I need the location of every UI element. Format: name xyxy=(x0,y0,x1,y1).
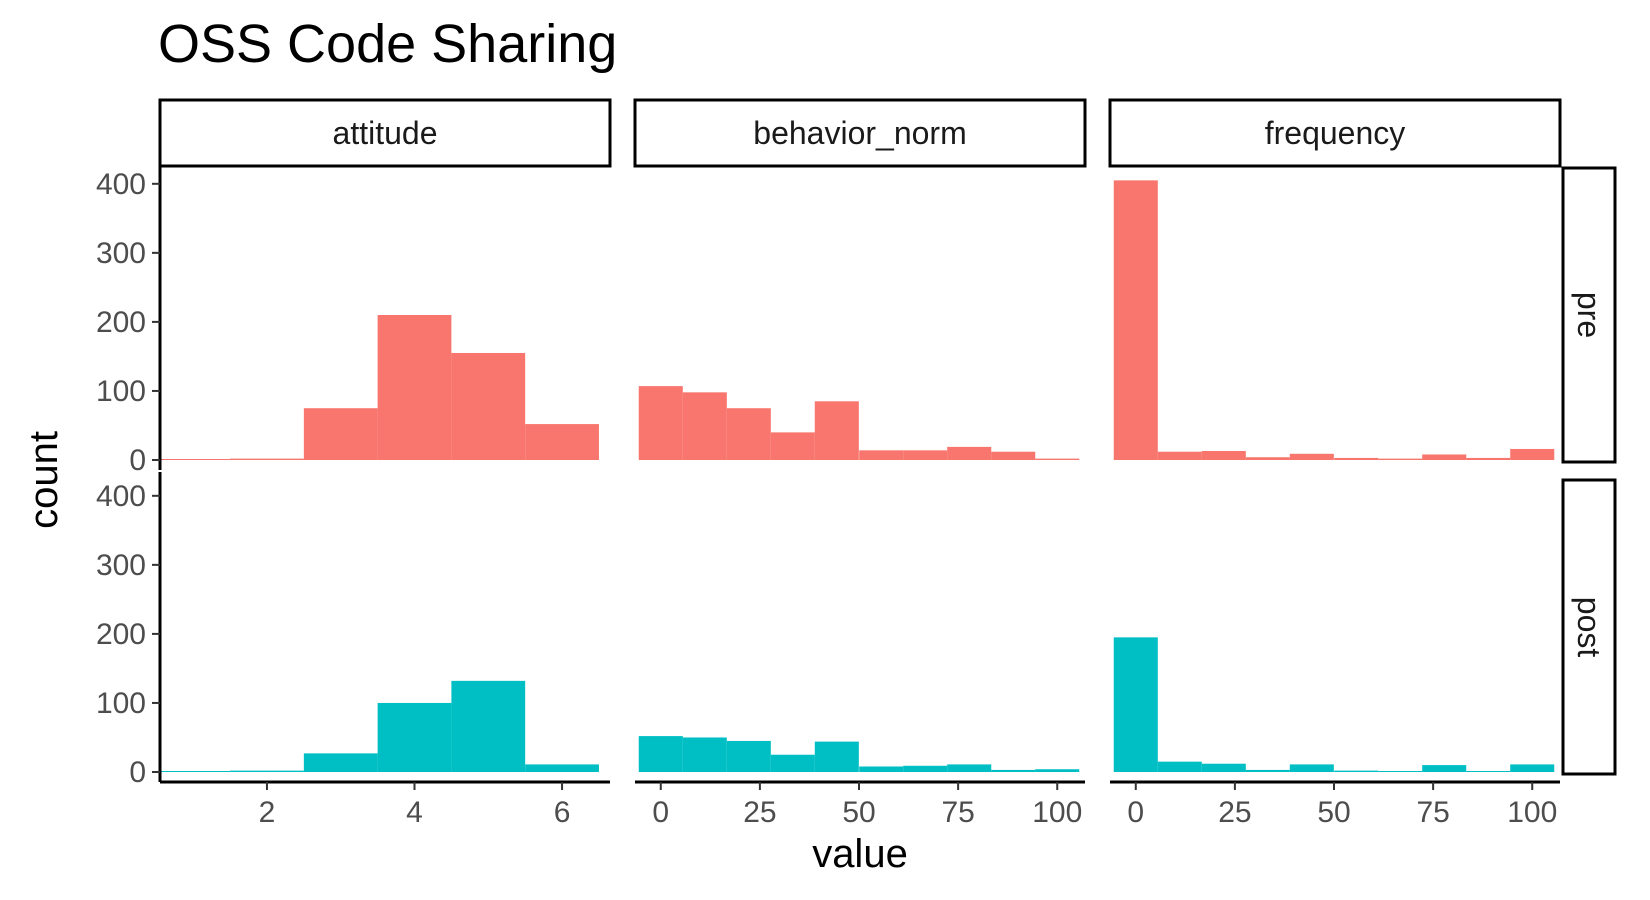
bar-behavior_norm-pre xyxy=(638,386,683,460)
facet-strip-label: attitude xyxy=(333,115,438,151)
bar-behavior_norm-post xyxy=(903,765,948,772)
facet-strip-attitude xyxy=(158,98,612,168)
x-tick-label: 25 xyxy=(1218,796,1251,829)
bar-frequency-post xyxy=(1510,764,1555,772)
bar-behavior_norm-post xyxy=(814,741,859,772)
x-tick-label: 25 xyxy=(743,796,776,829)
bar-attitude-pre xyxy=(156,459,231,460)
bar-frequency-pre xyxy=(1334,457,1379,460)
y-tick-label: 400 xyxy=(96,168,146,201)
x-tick-label: 6 xyxy=(554,796,571,829)
y-tick-label: 100 xyxy=(96,375,146,408)
bar-behavior_norm-pre xyxy=(903,450,948,460)
x-tick-label: 75 xyxy=(1416,796,1449,829)
y-tick-label: 0 xyxy=(129,444,146,477)
bar-behavior_norm-pre xyxy=(770,432,815,460)
row-strip-label: post xyxy=(1571,597,1607,658)
y-tick-label: 400 xyxy=(96,480,146,513)
y-tick-label: 200 xyxy=(96,306,146,339)
bar-attitude-pre xyxy=(303,408,378,460)
bar-frequency-post xyxy=(1201,763,1246,772)
bar-behavior_norm-pre xyxy=(991,451,1036,460)
bar-frequency-pre xyxy=(1378,458,1423,460)
bar-frequency-pre xyxy=(1510,448,1555,460)
bar-behavior_norm-post xyxy=(1035,769,1080,772)
bar-frequency-pre xyxy=(1289,453,1334,460)
bar-attitude-post xyxy=(230,770,304,772)
bar-frequency-pre xyxy=(1201,451,1246,460)
x-tick-label: 75 xyxy=(941,796,974,829)
bar-frequency-post xyxy=(1422,765,1467,772)
y-axis-title: count xyxy=(22,431,66,529)
x-axis-title: value xyxy=(812,832,908,876)
bar-attitude-post xyxy=(525,764,599,772)
bar-frequency-pre xyxy=(1466,457,1511,460)
y-tick-label: 200 xyxy=(96,618,146,651)
bar-behavior_norm-post xyxy=(682,737,727,772)
chart-title: OSS Code Sharing xyxy=(158,14,617,74)
facet-strip-behavior_norm xyxy=(633,98,1087,168)
x-tick-label: 50 xyxy=(1317,796,1350,829)
row-strip-label: pre xyxy=(1571,292,1607,338)
y-tick-label: 0 xyxy=(129,756,146,789)
bar-frequency-post xyxy=(1466,771,1511,772)
y-tick-label: 300 xyxy=(96,549,146,582)
bar-frequency-post xyxy=(1378,771,1423,772)
bar-attitude-pre xyxy=(525,424,599,460)
x-tick-label: 0 xyxy=(1127,796,1144,829)
bar-behavior_norm-post xyxy=(638,736,683,772)
bar-behavior_norm-post xyxy=(947,764,992,772)
x-tick-label: 2 xyxy=(259,796,276,829)
x-tick-label: 100 xyxy=(1032,796,1082,829)
x-tick-label: 4 xyxy=(406,796,423,829)
facet-strip-label: frequency xyxy=(1265,115,1406,151)
x-tick-label: 50 xyxy=(842,796,875,829)
bar-frequency-post xyxy=(1245,769,1290,772)
facet-strip-frequency xyxy=(1108,98,1562,168)
bar-frequency-post xyxy=(1334,770,1379,772)
x-tick-label: 100 xyxy=(1507,796,1557,829)
bar-frequency-post xyxy=(1289,764,1334,772)
y-tick-label: 100 xyxy=(96,687,146,720)
facet-strip-post xyxy=(1561,478,1617,776)
bar-behavior_norm-pre xyxy=(947,446,992,460)
x-tick-label: 0 xyxy=(652,796,669,829)
bar-behavior_norm-post xyxy=(859,766,904,772)
bar-attitude-post xyxy=(377,702,452,772)
bar-behavior_norm-post xyxy=(991,769,1036,772)
bar-attitude-pre xyxy=(451,352,526,460)
bar-attitude-pre xyxy=(377,315,452,460)
bar-frequency-pre xyxy=(1113,180,1158,460)
bar-behavior_norm-pre xyxy=(726,408,771,460)
bar-behavior_norm-pre xyxy=(814,401,859,460)
bar-behavior_norm-pre xyxy=(859,450,904,460)
facet-strip-pre xyxy=(1561,166,1617,464)
bar-behavior_norm-pre xyxy=(1035,458,1080,460)
bar-frequency-post xyxy=(1157,761,1202,772)
bar-attitude-post xyxy=(156,771,231,772)
facet-strip-label: behavior_norm xyxy=(753,115,966,151)
bar-frequency-pre xyxy=(1245,457,1290,460)
bar-frequency-pre xyxy=(1157,451,1202,460)
bar-frequency-pre xyxy=(1422,454,1467,460)
bar-behavior_norm-post xyxy=(726,740,771,772)
bar-frequency-post xyxy=(1113,637,1158,772)
bar-attitude-post xyxy=(303,753,378,772)
bar-attitude-post xyxy=(451,680,526,772)
bar-behavior_norm-pre xyxy=(682,392,727,460)
y-tick-label: 300 xyxy=(96,237,146,270)
bar-behavior_norm-post xyxy=(770,754,815,772)
bar-attitude-pre xyxy=(230,458,304,460)
